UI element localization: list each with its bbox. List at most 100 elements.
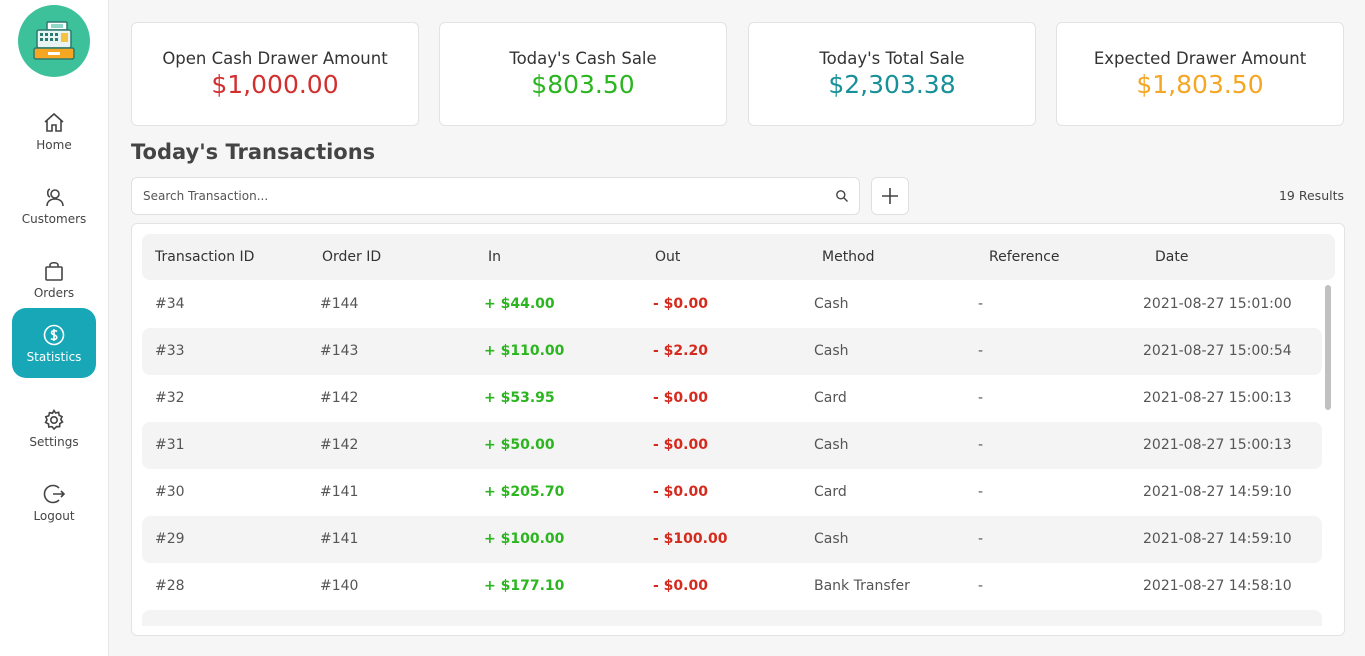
cell-in: + $205.70 [484,484,565,500]
column-header-order-id[interactable]: Order ID [322,249,382,265]
cell-method: Card [814,484,847,500]
cell-order-id: #142 [320,390,359,406]
column-header-date[interactable]: Date [1155,249,1189,265]
cell-method: Card [814,390,847,406]
cell-out: - $0.00 [653,484,708,500]
cell-order-id: #141 [320,484,359,500]
cell-reference: - [978,296,984,312]
cell-in: + $110.00 [484,343,565,359]
column-header-out[interactable]: Out [655,249,681,265]
stat-title: Expected Drawer Amount [1093,49,1307,68]
cell-out: - $0.00 [653,578,708,594]
cell-transaction-id: #28 [155,578,185,594]
sidebar-item-settings[interactable]: Settings [12,393,96,463]
cell-reference: - [978,531,984,547]
table-row[interactable]: #32 #142 + $53.95 - $0.00 Card - 2021-08… [142,375,1322,422]
stat-title: Today's Cash Sale [509,49,657,68]
cell-in: + $44.00 [484,296,555,312]
sidebar-item-label: Home [36,137,72,152]
cell-date: 2021-08-27 15:00:54 [1143,343,1292,359]
cell-in: + $177.10 [484,578,565,594]
table-row-partial[interactable] [142,610,1322,626]
table-body: #34 #144 + $44.00 - $0.00 Cash - 2021-08… [142,281,1322,626]
sidebar-item-orders[interactable]: Orders [12,244,96,314]
stat-card-total-sale: Today's Total Sale $2,303.38 [748,22,1036,126]
transactions-table: Transaction ID Order ID In Out Method Re… [131,223,1345,636]
cell-order-id: #141 [320,531,359,547]
column-header-method[interactable]: Method [822,249,875,265]
stat-value: $1,000.00 [211,70,339,99]
table-row[interactable]: #33 #143 + $110.00 - $2.20 Cash - 2021-0… [142,328,1322,375]
sidebar: Home Customers Orders Statistics Setting… [0,0,109,656]
table-row[interactable]: #29 #141 + $100.00 - $100.00 Cash - 2021… [142,516,1322,563]
cell-out: - $0.00 [653,296,708,312]
stat-value: $2,303.38 [828,70,956,99]
cell-method: Cash [814,296,849,312]
table-row[interactable]: #31 #142 + $50.00 - $0.00 Cash - 2021-08… [142,422,1322,469]
sidebar-item-customers[interactable]: Customers [12,170,96,240]
column-header-transaction-id[interactable]: Transaction ID [155,249,255,265]
cell-transaction-id: #31 [155,437,185,453]
cell-reference: - [978,343,984,359]
app-logo [18,5,90,77]
cell-order-id: #142 [320,437,359,453]
cell-reference: - [978,578,984,594]
cell-transaction-id: #29 [155,531,185,547]
cell-order-id: #143 [320,343,359,359]
stat-card-open-drawer: Open Cash Drawer Amount $1,000.00 [131,22,419,126]
cell-order-id: #140 [320,578,359,594]
cell-out: - $100.00 [653,531,728,547]
cell-method: Cash [814,531,849,547]
search-icon[interactable] [835,189,849,203]
table-row[interactable]: #34 #144 + $44.00 - $0.00 Cash - 2021-08… [142,281,1322,328]
cell-reference: - [978,484,984,500]
cell-transaction-id: #34 [155,296,185,312]
cell-in: + $50.00 [484,437,555,453]
plus-icon [882,188,898,204]
gear-icon [44,408,64,430]
cell-date: 2021-08-27 15:01:00 [1143,296,1292,312]
cell-method: Cash [814,437,849,453]
cell-out: - $2.20 [653,343,708,359]
cell-transaction-id: #32 [155,390,185,406]
cell-date: 2021-08-27 14:59:10 [1143,484,1292,500]
cell-in: + $100.00 [484,531,565,547]
cell-out: - $0.00 [653,437,708,453]
sidebar-item-label: Statistics [26,349,82,364]
table-row[interactable]: #28 #140 + $177.10 - $0.00 Bank Transfer… [142,563,1322,610]
sidebar-item-logout[interactable]: Logout [12,467,96,537]
cash-register-icon [33,21,75,60]
logout-icon [43,484,66,503]
bag-icon [45,261,63,281]
cell-date: 2021-08-27 15:00:13 [1143,390,1292,406]
table-header: Transaction ID Order ID In Out Method Re… [142,234,1335,280]
search-input[interactable] [132,178,812,214]
cell-transaction-id: #33 [155,343,185,359]
sidebar-item-statistics[interactable]: Statistics [12,308,96,378]
stat-card-cash-sale: Today's Cash Sale $803.50 [439,22,727,126]
stat-title: Today's Total Sale [819,49,965,68]
add-transaction-button[interactable] [871,177,909,215]
stat-card-expected-drawer: Expected Drawer Amount $1,803.50 [1056,22,1344,126]
cell-date: 2021-08-27 14:59:10 [1143,531,1292,547]
cell-date: 2021-08-27 14:58:10 [1143,578,1292,594]
sidebar-item-label: Orders [33,285,75,300]
sidebar-item-home[interactable]: Home [12,96,96,166]
cell-order-id: #144 [320,296,359,312]
cell-reference: - [978,437,984,453]
sidebar-item-label: Settings [29,434,79,449]
column-header-reference[interactable]: Reference [989,249,1060,265]
section-title: Today's Transactions [131,140,376,164]
stat-value: $803.50 [531,70,635,99]
cell-transaction-id: #30 [155,484,185,500]
stat-title: Open Cash Drawer Amount [162,49,388,68]
home-icon [44,112,64,132]
table-row[interactable]: #30 #141 + $205.70 - $0.00 Card - 2021-0… [142,469,1322,516]
sidebar-item-label: Customers [21,211,87,226]
table-scrollbar[interactable] [1325,285,1331,410]
cell-in: + $53.95 [484,390,555,406]
cell-method: Bank Transfer [814,578,910,594]
search-box [131,177,860,215]
customers-icon [46,187,64,206]
column-header-in[interactable]: In [488,249,502,265]
